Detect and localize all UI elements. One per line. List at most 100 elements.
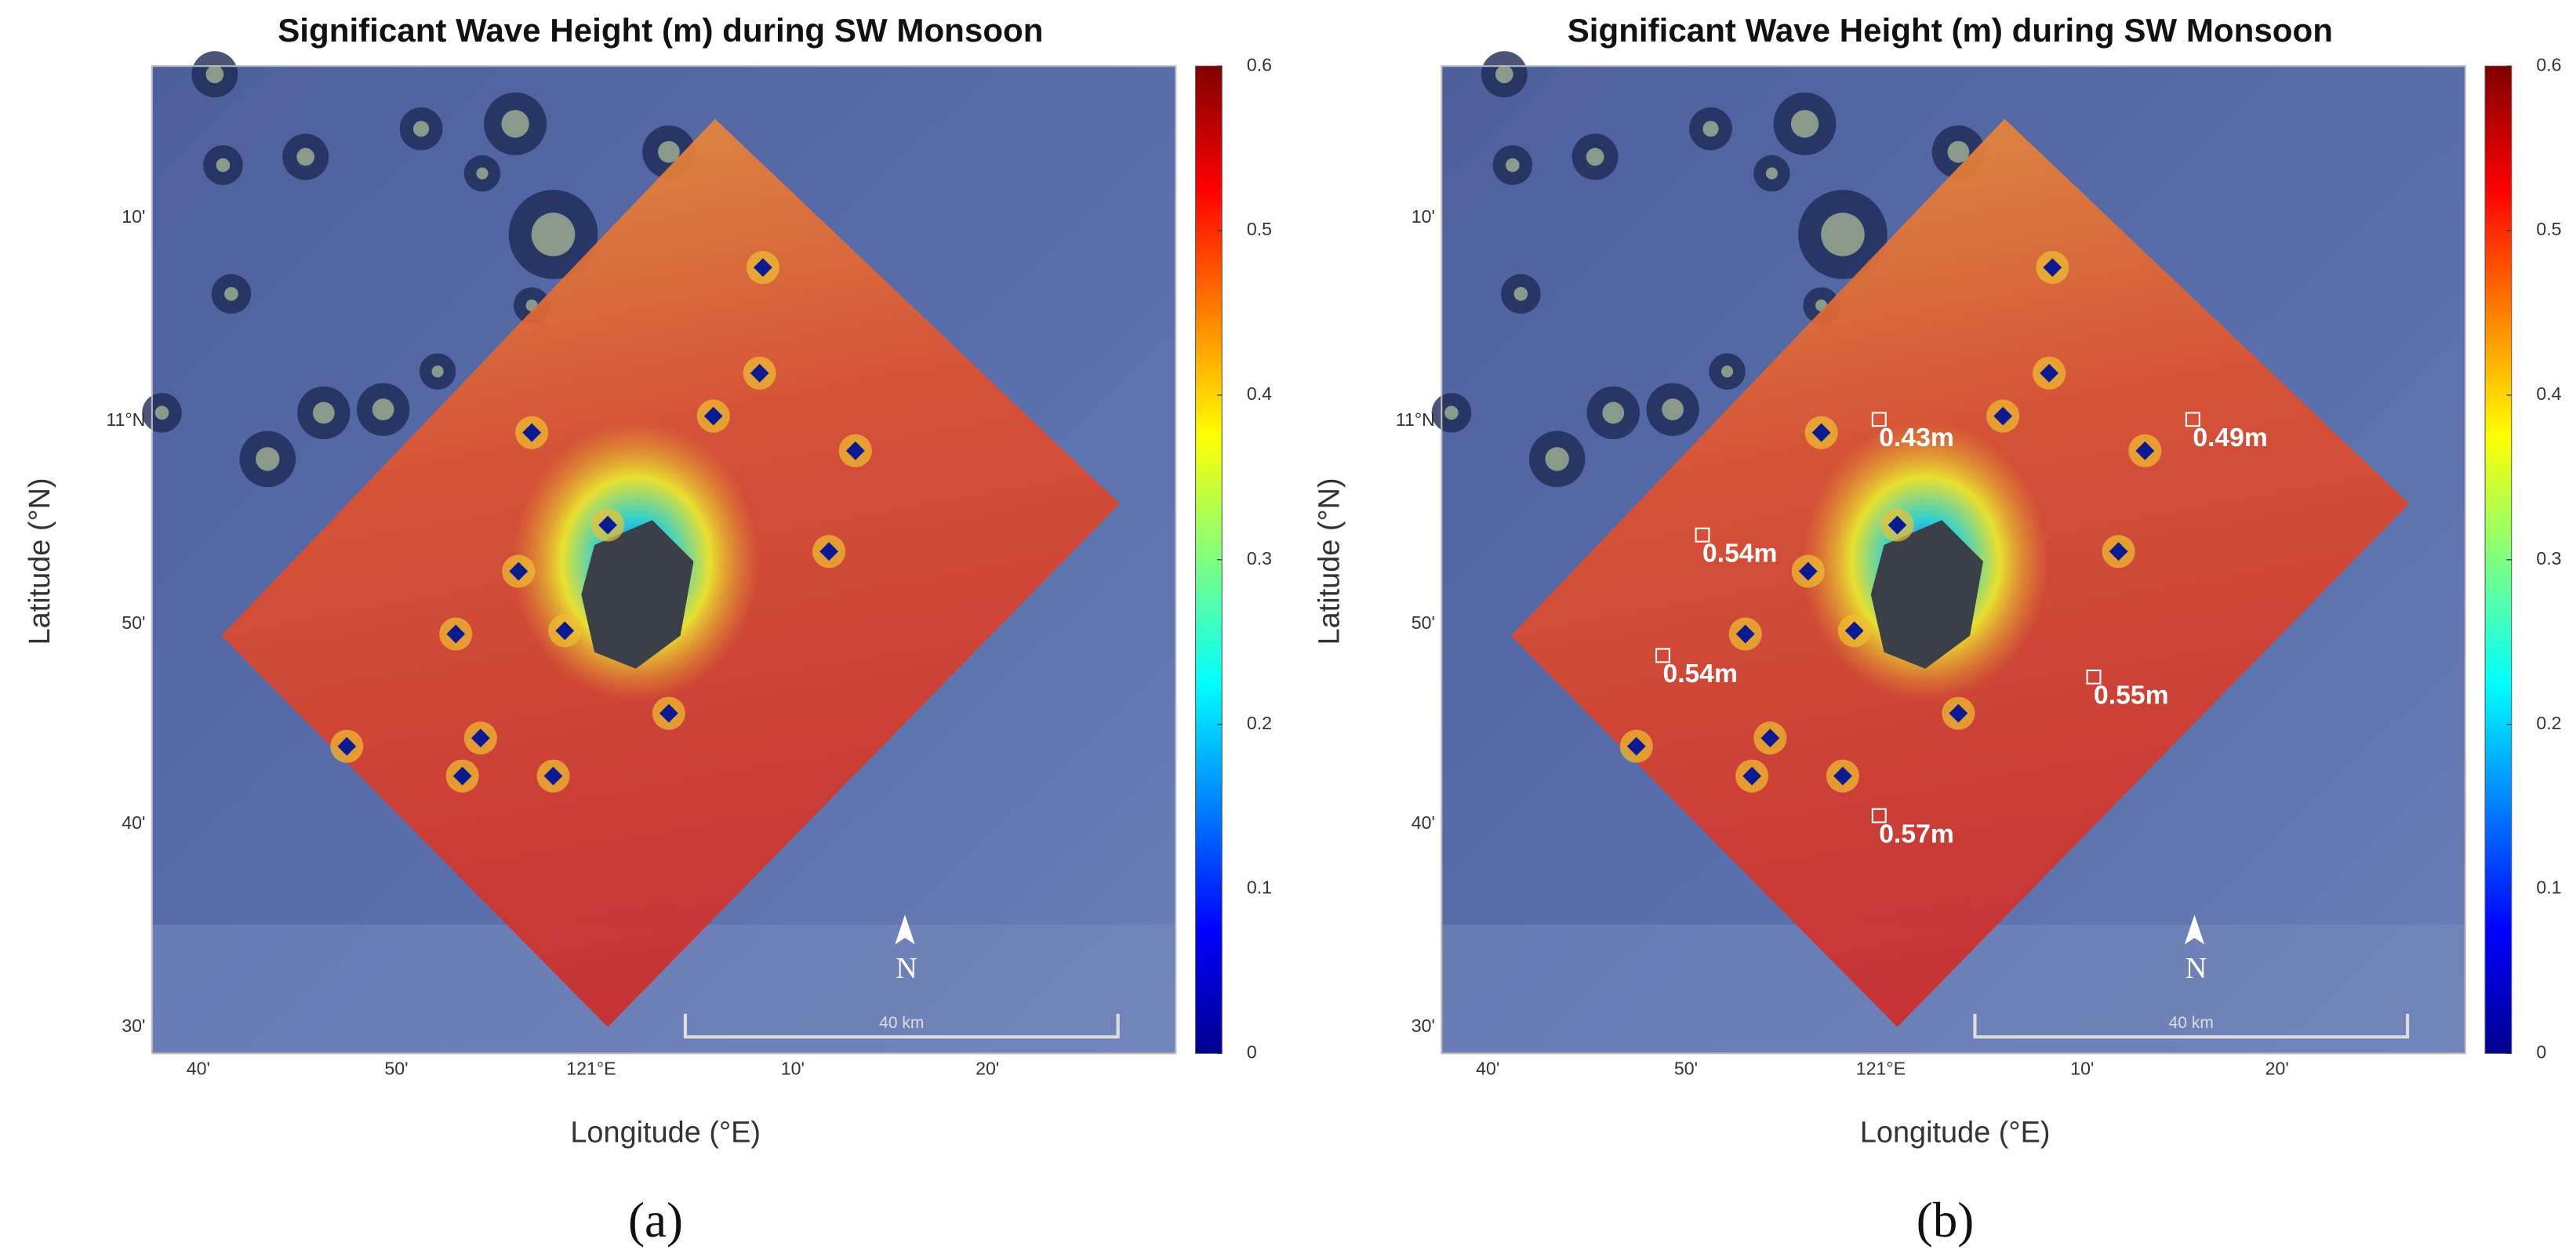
island bbox=[216, 158, 231, 173]
sample-point bbox=[1655, 648, 1670, 663]
reef bbox=[754, 258, 772, 278]
island bbox=[372, 398, 394, 421]
x-tick-label: 20' bbox=[976, 1059, 999, 1079]
x-tick-label: 40' bbox=[187, 1059, 210, 1079]
colorbar-tick-label: 0 bbox=[1247, 1042, 1257, 1063]
reef bbox=[1993, 406, 2013, 426]
island bbox=[1702, 121, 1719, 137]
island bbox=[154, 405, 169, 420]
island bbox=[1790, 110, 1819, 138]
scale-label: 40 km bbox=[2169, 1014, 2214, 1032]
x-tick-label: 121°E bbox=[1856, 1059, 1906, 1079]
island bbox=[1602, 401, 1625, 424]
x-tick-label: 121°E bbox=[566, 1059, 616, 1079]
colorbar-tick-label: 0.4 bbox=[1247, 383, 1272, 404]
x-tick-label: 50' bbox=[384, 1059, 408, 1079]
colorbar-tick-label: 0.6 bbox=[2536, 54, 2561, 74]
island bbox=[296, 147, 315, 166]
x-axis-label: Longitude (°E) bbox=[1860, 1117, 2051, 1150]
y-tick-label: 10' bbox=[1412, 206, 1435, 227]
colorbar-tick-label: 0 bbox=[2536, 1042, 2546, 1063]
island bbox=[1947, 140, 1970, 163]
colorbar-tick-label: 0.5 bbox=[1247, 219, 1272, 239]
reef bbox=[555, 621, 575, 641]
x-tick-label: 10' bbox=[781, 1059, 805, 1079]
island bbox=[1444, 405, 1459, 420]
island bbox=[1545, 447, 1569, 471]
sample-label: 0.54m bbox=[1702, 539, 1777, 568]
island bbox=[431, 365, 444, 378]
scale-bar bbox=[1973, 1013, 2410, 1039]
colorbar-tick-label: 0.2 bbox=[1247, 713, 1272, 733]
y-tick-label: 40' bbox=[122, 812, 145, 833]
map-panel: Significant Wave Height (m) during SW Mo… bbox=[24, 12, 1272, 1248]
colorbar-tick-label: 0.5 bbox=[2536, 219, 2561, 239]
reef bbox=[703, 406, 723, 426]
reef bbox=[659, 703, 678, 723]
sample-label: 0.49m bbox=[2193, 423, 2267, 452]
reef bbox=[509, 561, 529, 581]
y-tick-label: 11°N bbox=[106, 409, 145, 430]
y-tick-label: 50' bbox=[122, 612, 145, 633]
x-tick-label: 40' bbox=[1476, 1059, 1499, 1079]
y-tick-label: 50' bbox=[1412, 612, 1435, 633]
x-tick-label: 50' bbox=[1674, 1059, 1698, 1079]
sample-point bbox=[2185, 412, 2200, 427]
panel-caption: (b) bbox=[1917, 1193, 1975, 1248]
island bbox=[1495, 65, 1513, 84]
reef bbox=[452, 766, 472, 786]
y-tick-label: 30' bbox=[122, 1015, 145, 1036]
north-label: N bbox=[2185, 952, 2207, 985]
colorbar-tick-label: 0.1 bbox=[2536, 877, 2561, 898]
scale-label: 40 km bbox=[879, 1014, 924, 1032]
colorbar-tick-label: 0.2 bbox=[2536, 713, 2561, 733]
sample-point bbox=[2086, 669, 2102, 685]
panel-caption: (a) bbox=[628, 1193, 683, 1248]
y-tick-label: 10' bbox=[122, 206, 145, 227]
sample-label: 0.43m bbox=[1879, 423, 1953, 452]
y-axis-label: Latitude (°N) bbox=[1313, 478, 1346, 645]
reef bbox=[522, 423, 542, 442]
island bbox=[1506, 158, 1520, 173]
island bbox=[501, 110, 529, 138]
reef bbox=[1626, 736, 1646, 756]
reef bbox=[1949, 703, 1968, 723]
island bbox=[1513, 286, 1528, 301]
island bbox=[256, 447, 280, 471]
reef bbox=[446, 624, 466, 644]
north-label: N bbox=[896, 952, 917, 985]
panel-title: Significant Wave Height (m) during SW Mo… bbox=[1568, 12, 2333, 49]
sample-label: 0.55m bbox=[2094, 681, 2168, 710]
reef bbox=[337, 736, 357, 756]
colorbar-tick-label: 0.6 bbox=[1247, 54, 1272, 74]
island bbox=[205, 65, 224, 84]
map-frame bbox=[1441, 65, 2466, 1055]
sample-point bbox=[1695, 527, 1710, 543]
map-panel: Significant Wave Height (m) during SW Mo… bbox=[1313, 12, 2561, 1248]
y-axis-label: Latitude (°N) bbox=[24, 478, 56, 645]
colorbar-tick-label: 0.4 bbox=[2536, 383, 2561, 404]
reef bbox=[598, 515, 617, 535]
reef bbox=[543, 766, 563, 786]
colorbar-tick-label: 0.1 bbox=[1247, 877, 1272, 898]
island bbox=[1721, 365, 1734, 378]
island bbox=[657, 140, 680, 163]
scale-bar bbox=[683, 1013, 1120, 1039]
island bbox=[1662, 398, 1684, 421]
panel-title: Significant Wave Height (m) during SW Mo… bbox=[278, 12, 1043, 49]
x-axis-label: Longitude (°E) bbox=[570, 1117, 761, 1150]
sample-label: 0.57m bbox=[1879, 819, 1953, 848]
colorbar-tick-label: 0.3 bbox=[2536, 548, 2561, 569]
island bbox=[531, 213, 576, 256]
reef bbox=[471, 728, 490, 748]
sample-point bbox=[1871, 412, 1887, 427]
north-arrow bbox=[2184, 914, 2205, 945]
x-tick-label: 10' bbox=[2070, 1059, 2094, 1079]
island bbox=[1821, 213, 1865, 256]
reef bbox=[750, 363, 769, 383]
sample-label: 0.54m bbox=[1662, 659, 1737, 688]
island bbox=[224, 286, 238, 301]
reef bbox=[819, 542, 839, 561]
map-frame bbox=[151, 65, 1177, 1055]
y-tick-label: 11°N bbox=[1396, 409, 1435, 430]
